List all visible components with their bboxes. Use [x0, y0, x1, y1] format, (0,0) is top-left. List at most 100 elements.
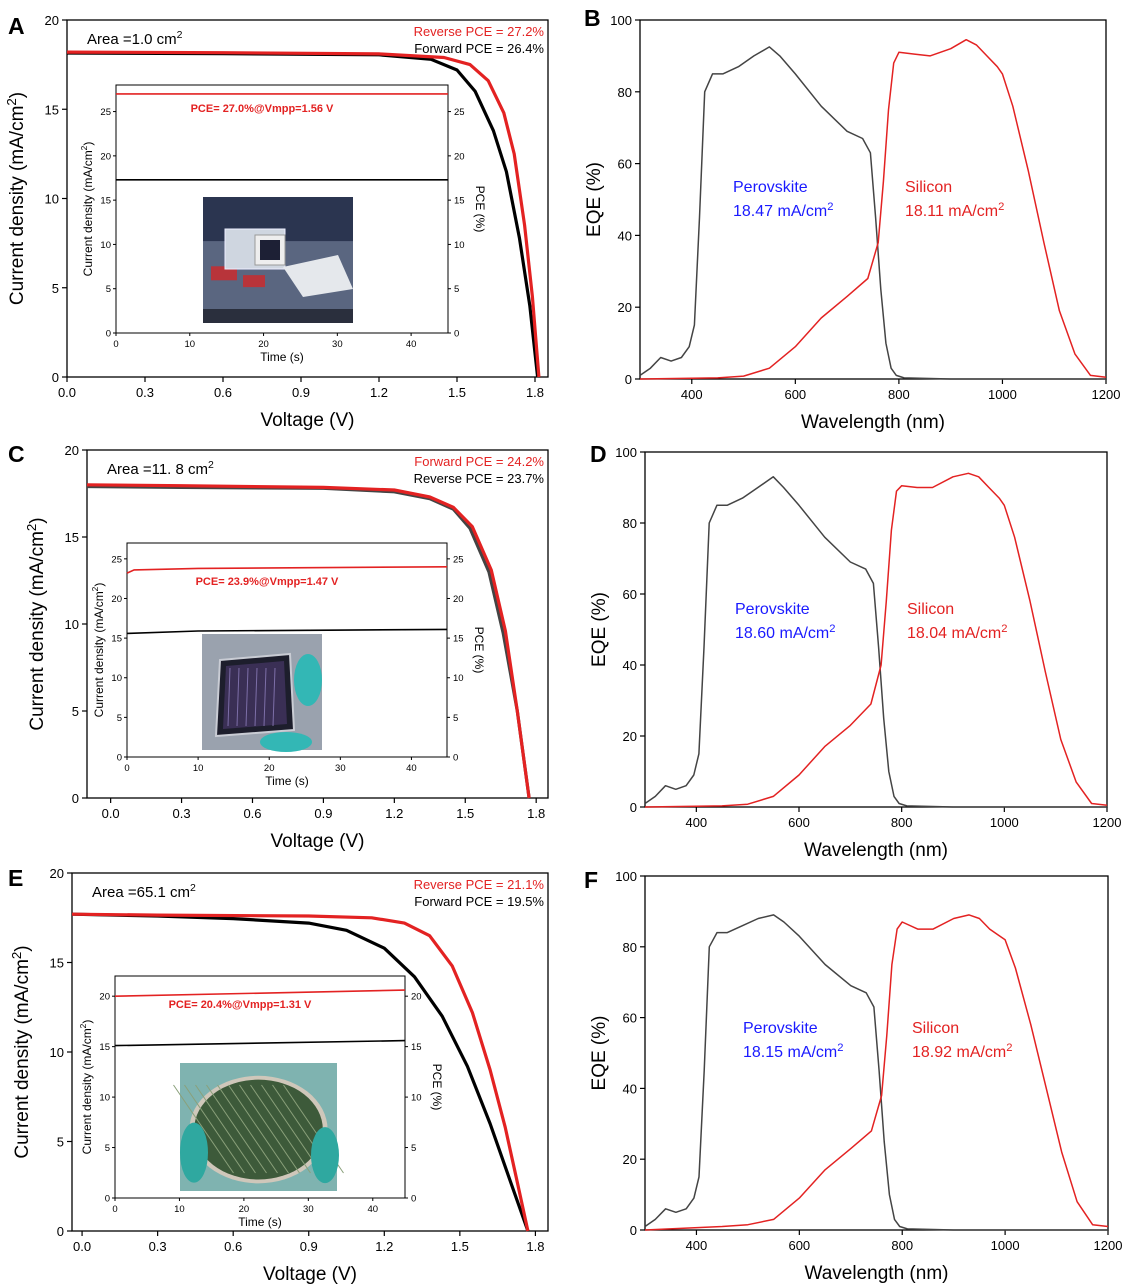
area-label: Area =11. 8 cm2 — [107, 459, 214, 478]
inset-x-axis-label: Time (s) — [265, 774, 309, 788]
y-tick-label: 60 — [623, 1011, 637, 1026]
inset-y2-tick-label: 20 — [454, 151, 465, 162]
inset-x-tick-label: 30 — [303, 1204, 314, 1215]
inset-y-tick-label: 15 — [100, 196, 111, 207]
inset-y2-tick-label: 25 — [453, 554, 464, 565]
x-tick-label: 400 — [686, 1238, 708, 1253]
photo-bench — [203, 309, 353, 323]
y-tick-label: 20 — [45, 13, 59, 28]
x-tick-label: 0.0 — [73, 1239, 91, 1254]
photo-red-block — [211, 266, 237, 281]
inset-y2-tick-label: 15 — [454, 196, 465, 207]
x-tick-label: 1.2 — [385, 806, 403, 821]
inset-x-tick-label: 0 — [124, 763, 129, 774]
y-tick-label: 10 — [50, 1045, 64, 1060]
photo-grid-line — [173, 1084, 234, 1174]
series-label-name: Silicon — [907, 601, 954, 618]
x-tick-label: 1.8 — [527, 806, 545, 821]
panel-e: E 0.0 0.3 0.6 0.9 1.2 1.5 1.8 0 5 10 15 20 Voltage (V… — [8, 865, 549, 1285]
panel-label-c: C — [8, 441, 25, 467]
legend-entry: Reverse PCE = 23.7% — [414, 471, 545, 486]
device-photo — [203, 197, 353, 323]
inset-x-tick-label: 0 — [113, 339, 118, 350]
inset-x-tick-label: 10 — [184, 339, 195, 350]
photo-grid-line — [184, 1084, 245, 1174]
photo-glove — [260, 732, 312, 752]
device-photo — [173, 1063, 344, 1191]
series-label-name: Perovskite — [733, 179, 808, 196]
inset-y2-tick-label: 15 — [411, 1042, 422, 1053]
inset-x-tick-label: 10 — [193, 763, 204, 774]
inset-y2-tick-label: 5 — [411, 1143, 416, 1154]
photo-grid-line — [195, 1084, 256, 1174]
x-tick-label: 400 — [685, 815, 707, 830]
y-axis-label: EQE (%) — [589, 1016, 610, 1091]
series-label-value: 18.92 mA/cm2 — [912, 1042, 1013, 1061]
inset-y-tick-label: 20 — [99, 992, 110, 1003]
x-tick-label: 1.2 — [375, 1239, 393, 1254]
eqe-curve — [639, 46, 1106, 380]
y-tick-label: 15 — [50, 956, 64, 971]
inset-y-tick-label: 0 — [105, 1194, 110, 1205]
inset-y2-tick-label: 20 — [411, 992, 422, 1003]
panel-c: C 0.0 0.3 0.6 0.9 1.2 1.5 1.8 0 5 10 15 20 Voltage (V… — [8, 441, 549, 852]
x-tick-label: 1200 — [1093, 815, 1122, 830]
plot-frame — [639, 19, 1107, 380]
photo-grid-line — [254, 667, 258, 727]
y-tick-label: 100 — [615, 445, 637, 460]
x-tick-label: 1.8 — [526, 1239, 544, 1254]
inset-y2-axis-label: PCE (%) — [472, 627, 486, 674]
y-tick-label: 80 — [623, 940, 637, 955]
x-tick-label: 0.0 — [102, 806, 120, 821]
y-tick-label: 60 — [618, 157, 632, 172]
inset-x-axis-label: Time (s) — [260, 350, 304, 364]
y-tick-label: 10 — [65, 617, 79, 632]
x-axis-label: Voltage (V) — [261, 410, 355, 431]
inset-x-tick-label: 30 — [335, 763, 346, 774]
inset-x-tick-label: 20 — [239, 1204, 250, 1215]
series-label-name: Silicon — [912, 1020, 959, 1037]
inset-series — [114, 1039, 406, 1047]
y-axis-label: EQE (%) — [584, 162, 605, 237]
inset-series — [126, 566, 448, 574]
eqe-curve — [644, 914, 1108, 1231]
inset-y-tick-label: 20 — [111, 594, 122, 605]
series-label-value: 18.60 mA/cm2 — [735, 623, 836, 642]
photo-glove — [294, 654, 322, 706]
inset-y2-tick-label: 10 — [453, 673, 464, 684]
x-tick-label: 400 — [681, 387, 703, 402]
inset-y-tick-label: 25 — [111, 554, 122, 565]
inset-y2-tick-label: 20 — [453, 594, 464, 605]
y-tick-label: 100 — [610, 13, 632, 28]
y-tick-label: 0 — [72, 791, 79, 806]
inset-x-tick-label: 30 — [332, 339, 343, 350]
y-tick-label: 0 — [57, 1224, 64, 1239]
eqe-curve — [644, 472, 1108, 808]
photo-cell — [260, 240, 280, 260]
photo-grid-line — [272, 667, 276, 727]
x-axis-label: Voltage (V) — [263, 1264, 357, 1285]
x-tick-label: 1.5 — [451, 1239, 469, 1254]
inset-x-tick-label: 40 — [367, 1204, 378, 1215]
inset-y-tick-label: 20 — [100, 151, 111, 162]
x-tick-label: 0.9 — [292, 385, 310, 400]
panel-label-f: F — [584, 867, 598, 893]
x-tick-label: 1.8 — [526, 385, 544, 400]
y-tick-label: 40 — [623, 658, 637, 673]
series-label-name: Perovskite — [735, 601, 810, 618]
x-tick-label: 0.6 — [243, 806, 261, 821]
inset-a: 0 10 20 30 40 0 5 10 15 20 25 0 5 10 15 20 25 Time (s) Cur… — [79, 84, 487, 364]
y-tick-label: 80 — [618, 85, 632, 100]
inset-y-axis-label: Current density (mA/cm2) — [78, 1020, 94, 1155]
inset-y-tick-label: 15 — [111, 634, 122, 645]
y-tick-label: 0 — [630, 1223, 637, 1238]
y-tick-label: 5 — [57, 1135, 64, 1150]
photo-grid-line — [263, 667, 267, 727]
inset-x-tick-label: 40 — [406, 339, 417, 350]
y-tick-label: 20 — [65, 443, 79, 458]
inset-y-axis-label: Current density (mA/cm2) — [90, 583, 106, 718]
series-label-value: 18.04 mA/cm2 — [907, 623, 1008, 642]
x-axis-label: Wavelength (nm) — [805, 1263, 949, 1284]
y-tick-label: 100 — [615, 869, 637, 884]
